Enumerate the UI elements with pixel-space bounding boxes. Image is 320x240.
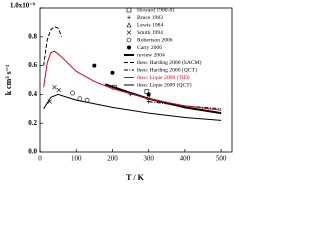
marker bbox=[56, 87, 62, 93]
legend-label: theo: Harding 2000 (SACM) bbox=[137, 59, 202, 66]
legend-label: theo: Lique 2009 (QCT) bbox=[137, 81, 192, 88]
y-tick-label: 0.6 bbox=[28, 61, 37, 69]
marker bbox=[126, 22, 132, 28]
y-tick-label: 0.2 bbox=[28, 119, 37, 127]
y-tick-label: 1.0x10⁻⁹ bbox=[10, 2, 35, 10]
x-axis-label: T / K bbox=[126, 173, 144, 182]
legend-label: Carty 2006 bbox=[137, 45, 162, 51]
legend-label: Robertson 2006 bbox=[137, 37, 173, 43]
marker bbox=[92, 63, 97, 68]
chart: T / K k cm³ s⁻¹ 0 100 200 300 400 500 0.0 0.2 0.… bbox=[4, 2, 233, 182]
marker bbox=[126, 7, 132, 13]
marker bbox=[144, 89, 150, 94]
x-tick-label: 200 bbox=[107, 155, 118, 163]
y-tick-label: 0.4 bbox=[28, 90, 37, 98]
marker bbox=[52, 84, 57, 90]
legend-label: review 2004 bbox=[137, 52, 165, 58]
marker bbox=[127, 15, 131, 20]
y-tick-label: 0.8 bbox=[28, 32, 37, 40]
marker bbox=[110, 70, 115, 75]
series-line bbox=[43, 50, 222, 111]
marker bbox=[126, 37, 132, 43]
marker bbox=[146, 92, 151, 97]
series-line bbox=[43, 93, 222, 121]
legend-label: theo: Lique 2009 (TID) bbox=[137, 74, 190, 81]
legend-label: Bruce 1983 bbox=[137, 15, 163, 21]
legend-label: Lewis 1984 bbox=[137, 22, 163, 28]
x-tick-label: 100 bbox=[71, 155, 82, 163]
y-axis-label: k cm³ s⁻¹ bbox=[4, 64, 13, 95]
x-tick-label: 500 bbox=[216, 155, 227, 163]
x-tick-label: 400 bbox=[180, 155, 191, 163]
legend-label: Howard 1980-81 bbox=[137, 7, 175, 13]
y-tick-label: 0.0 bbox=[28, 148, 37, 156]
series-line bbox=[43, 26, 63, 66]
x-tick-label: 300 bbox=[143, 155, 154, 163]
legend-label: Smith 1994 bbox=[137, 30, 163, 36]
legend-label: theo: Harding 2000 (QCT) bbox=[137, 66, 197, 73]
marker bbox=[126, 30, 132, 35]
marker bbox=[127, 45, 131, 50]
plot-frame bbox=[39, 7, 233, 153]
x-tick-label: 0 bbox=[38, 155, 42, 163]
marker bbox=[70, 90, 75, 96]
